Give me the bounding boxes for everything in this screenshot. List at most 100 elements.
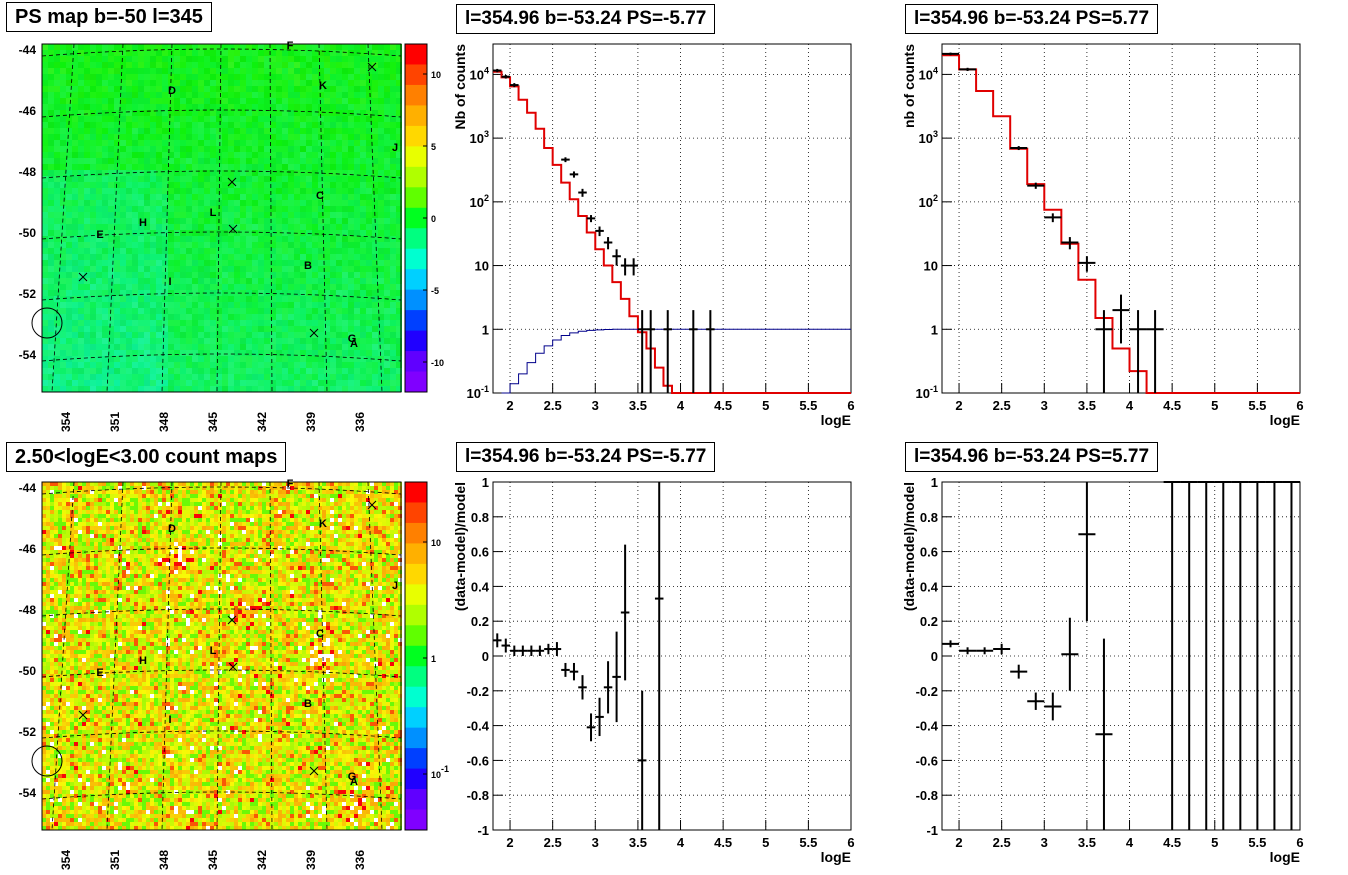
ps-map-pixel (294, 296, 300, 302)
ps-map-pixel (306, 80, 312, 86)
ps-map-pixel (192, 296, 198, 302)
ps-map-pixel (102, 338, 108, 344)
ps-map-pixel (132, 308, 138, 314)
ps-map-pixel (138, 116, 144, 122)
ps-map-pixel (228, 182, 234, 188)
count-map-pixel (134, 510, 138, 514)
count-map-pixel (142, 526, 146, 530)
count-map-pixel (346, 542, 350, 546)
count-map-pixel (394, 498, 398, 502)
ps-map-pixel (240, 278, 246, 284)
ps-map-pixel (396, 170, 402, 176)
ps-map-pixel (132, 176, 138, 182)
ps-map-pixel (222, 230, 228, 236)
ps-map-pixel (162, 200, 168, 206)
ps-map-pixel (126, 380, 132, 386)
ps-map-pixel (228, 356, 234, 362)
count-map-pixel (250, 506, 254, 510)
ps-map-pixel (42, 116, 48, 122)
ps-map-pixel (132, 146, 138, 152)
ps-map-pixel (384, 134, 390, 140)
ps-map-pixel (168, 386, 174, 392)
ps-map-pixel (372, 176, 378, 182)
ps-map-pixel (210, 218, 216, 224)
count-map-pixel (294, 514, 298, 518)
ps-map-pixel (168, 182, 174, 188)
ps-map-pixel (42, 194, 48, 200)
ps-map-pixel (378, 194, 384, 200)
ps-map-pixel (240, 242, 246, 248)
ps-map-pixel (186, 362, 192, 368)
ps-map-pixel (90, 242, 96, 248)
ps-map-pixel (252, 188, 258, 194)
ps-map-pixel (294, 164, 300, 170)
count-map-pixel (394, 534, 398, 538)
ps-map-pixel (138, 122, 144, 128)
ps-map-pixel (150, 74, 156, 80)
ps-map-pixel (252, 266, 258, 272)
ps-map-pixel (84, 110, 90, 116)
ps-map-pixel (216, 350, 222, 356)
ps-map-pixel (354, 164, 360, 170)
ps-map-pixel (66, 188, 72, 194)
ps-map-pixel (276, 80, 282, 86)
ps-map-pixel (90, 158, 96, 164)
ps-map-pixel (294, 332, 300, 338)
ps-map-pixel (372, 92, 378, 98)
ps-map-pixel (132, 110, 138, 116)
ps-map-pixel (156, 200, 162, 206)
ps-map-pixel (228, 92, 234, 98)
ps-map-pixel (204, 380, 210, 386)
count-map-pixel (318, 494, 322, 498)
count-map-pixel (282, 510, 286, 514)
count-map-pixel (222, 518, 226, 522)
count-map-pixel (46, 542, 50, 546)
ps-map-pixel (384, 152, 390, 158)
ps-map-pixel (174, 332, 180, 338)
ps-map-pixel (114, 326, 120, 332)
ps-map-pixel (78, 284, 84, 290)
ps-map-pixel (204, 386, 210, 392)
ps-map-pixel (258, 362, 264, 368)
ps-map-pixel (120, 212, 126, 218)
ps-map-pixel (216, 68, 222, 74)
ps-map-pixel (216, 272, 222, 278)
ps-map-pixel (144, 68, 150, 74)
count-map-pixel (374, 482, 378, 486)
ps-map-pixel (138, 74, 144, 80)
ps-map-pixel (228, 272, 234, 278)
ps-map-pixel (288, 206, 294, 212)
ps-map-pixel (300, 104, 306, 110)
ps-map-pixel (276, 344, 282, 350)
ps-map-pixel (366, 128, 372, 134)
ps-map-pixel (138, 350, 144, 356)
ps-map-pixel (84, 260, 90, 266)
ps-map-pixel (48, 236, 54, 242)
ps-map-pixel (378, 104, 384, 110)
ps-map-pixel (318, 62, 324, 68)
ps-map-pixel (174, 116, 180, 122)
ps-map-pixel (114, 110, 120, 116)
ps-map-pixel (384, 74, 390, 80)
ps-map-pixel (150, 134, 156, 140)
ps-map-pixel (186, 206, 192, 212)
count-map-pixel (322, 542, 326, 546)
ps-map-pixel (228, 152, 234, 158)
ps-map-pixel (90, 212, 96, 218)
ps-map-pixel (42, 356, 48, 362)
ps-map-pixel (330, 260, 336, 266)
ps-map-pixel (360, 92, 366, 98)
ps-map-pixel (288, 380, 294, 386)
ps-map-pixel (336, 44, 342, 50)
count-map-pixel (94, 486, 98, 490)
ps-map-pixel (192, 314, 198, 320)
ps-map-pixel (234, 236, 240, 242)
ps-map-pixel (114, 320, 120, 326)
ps-map-pixel (180, 152, 186, 158)
count-map-pixel (54, 530, 58, 534)
ps-map-pixel (264, 266, 270, 272)
ps-map-pixel (120, 200, 126, 206)
count-map-pixel (242, 518, 246, 522)
ps-map-pixel (330, 236, 336, 242)
ps-map-colorbar-swatch (405, 84, 427, 106)
